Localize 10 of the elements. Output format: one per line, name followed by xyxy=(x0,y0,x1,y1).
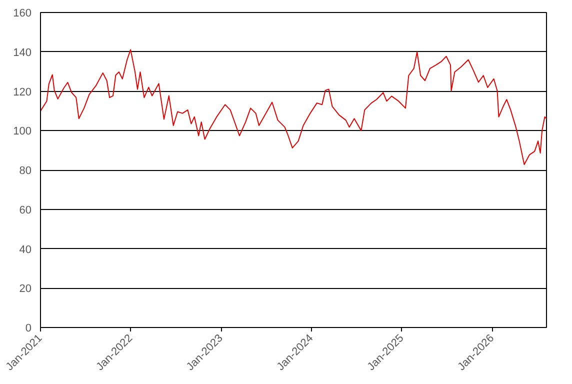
y-tick-label: 60 xyxy=(19,204,32,216)
y-tick-label: 160 xyxy=(13,8,32,20)
line-series xyxy=(40,49,546,165)
y-tick-label: 0 xyxy=(25,322,32,334)
y-tick-label: 80 xyxy=(19,165,32,177)
y-tick-label: 120 xyxy=(13,86,32,98)
y-tick-label: 40 xyxy=(19,244,32,256)
y-tick-label: 100 xyxy=(13,126,32,138)
y-tick-label: 140 xyxy=(13,46,32,59)
y-tick-label: 20 xyxy=(19,283,32,296)
